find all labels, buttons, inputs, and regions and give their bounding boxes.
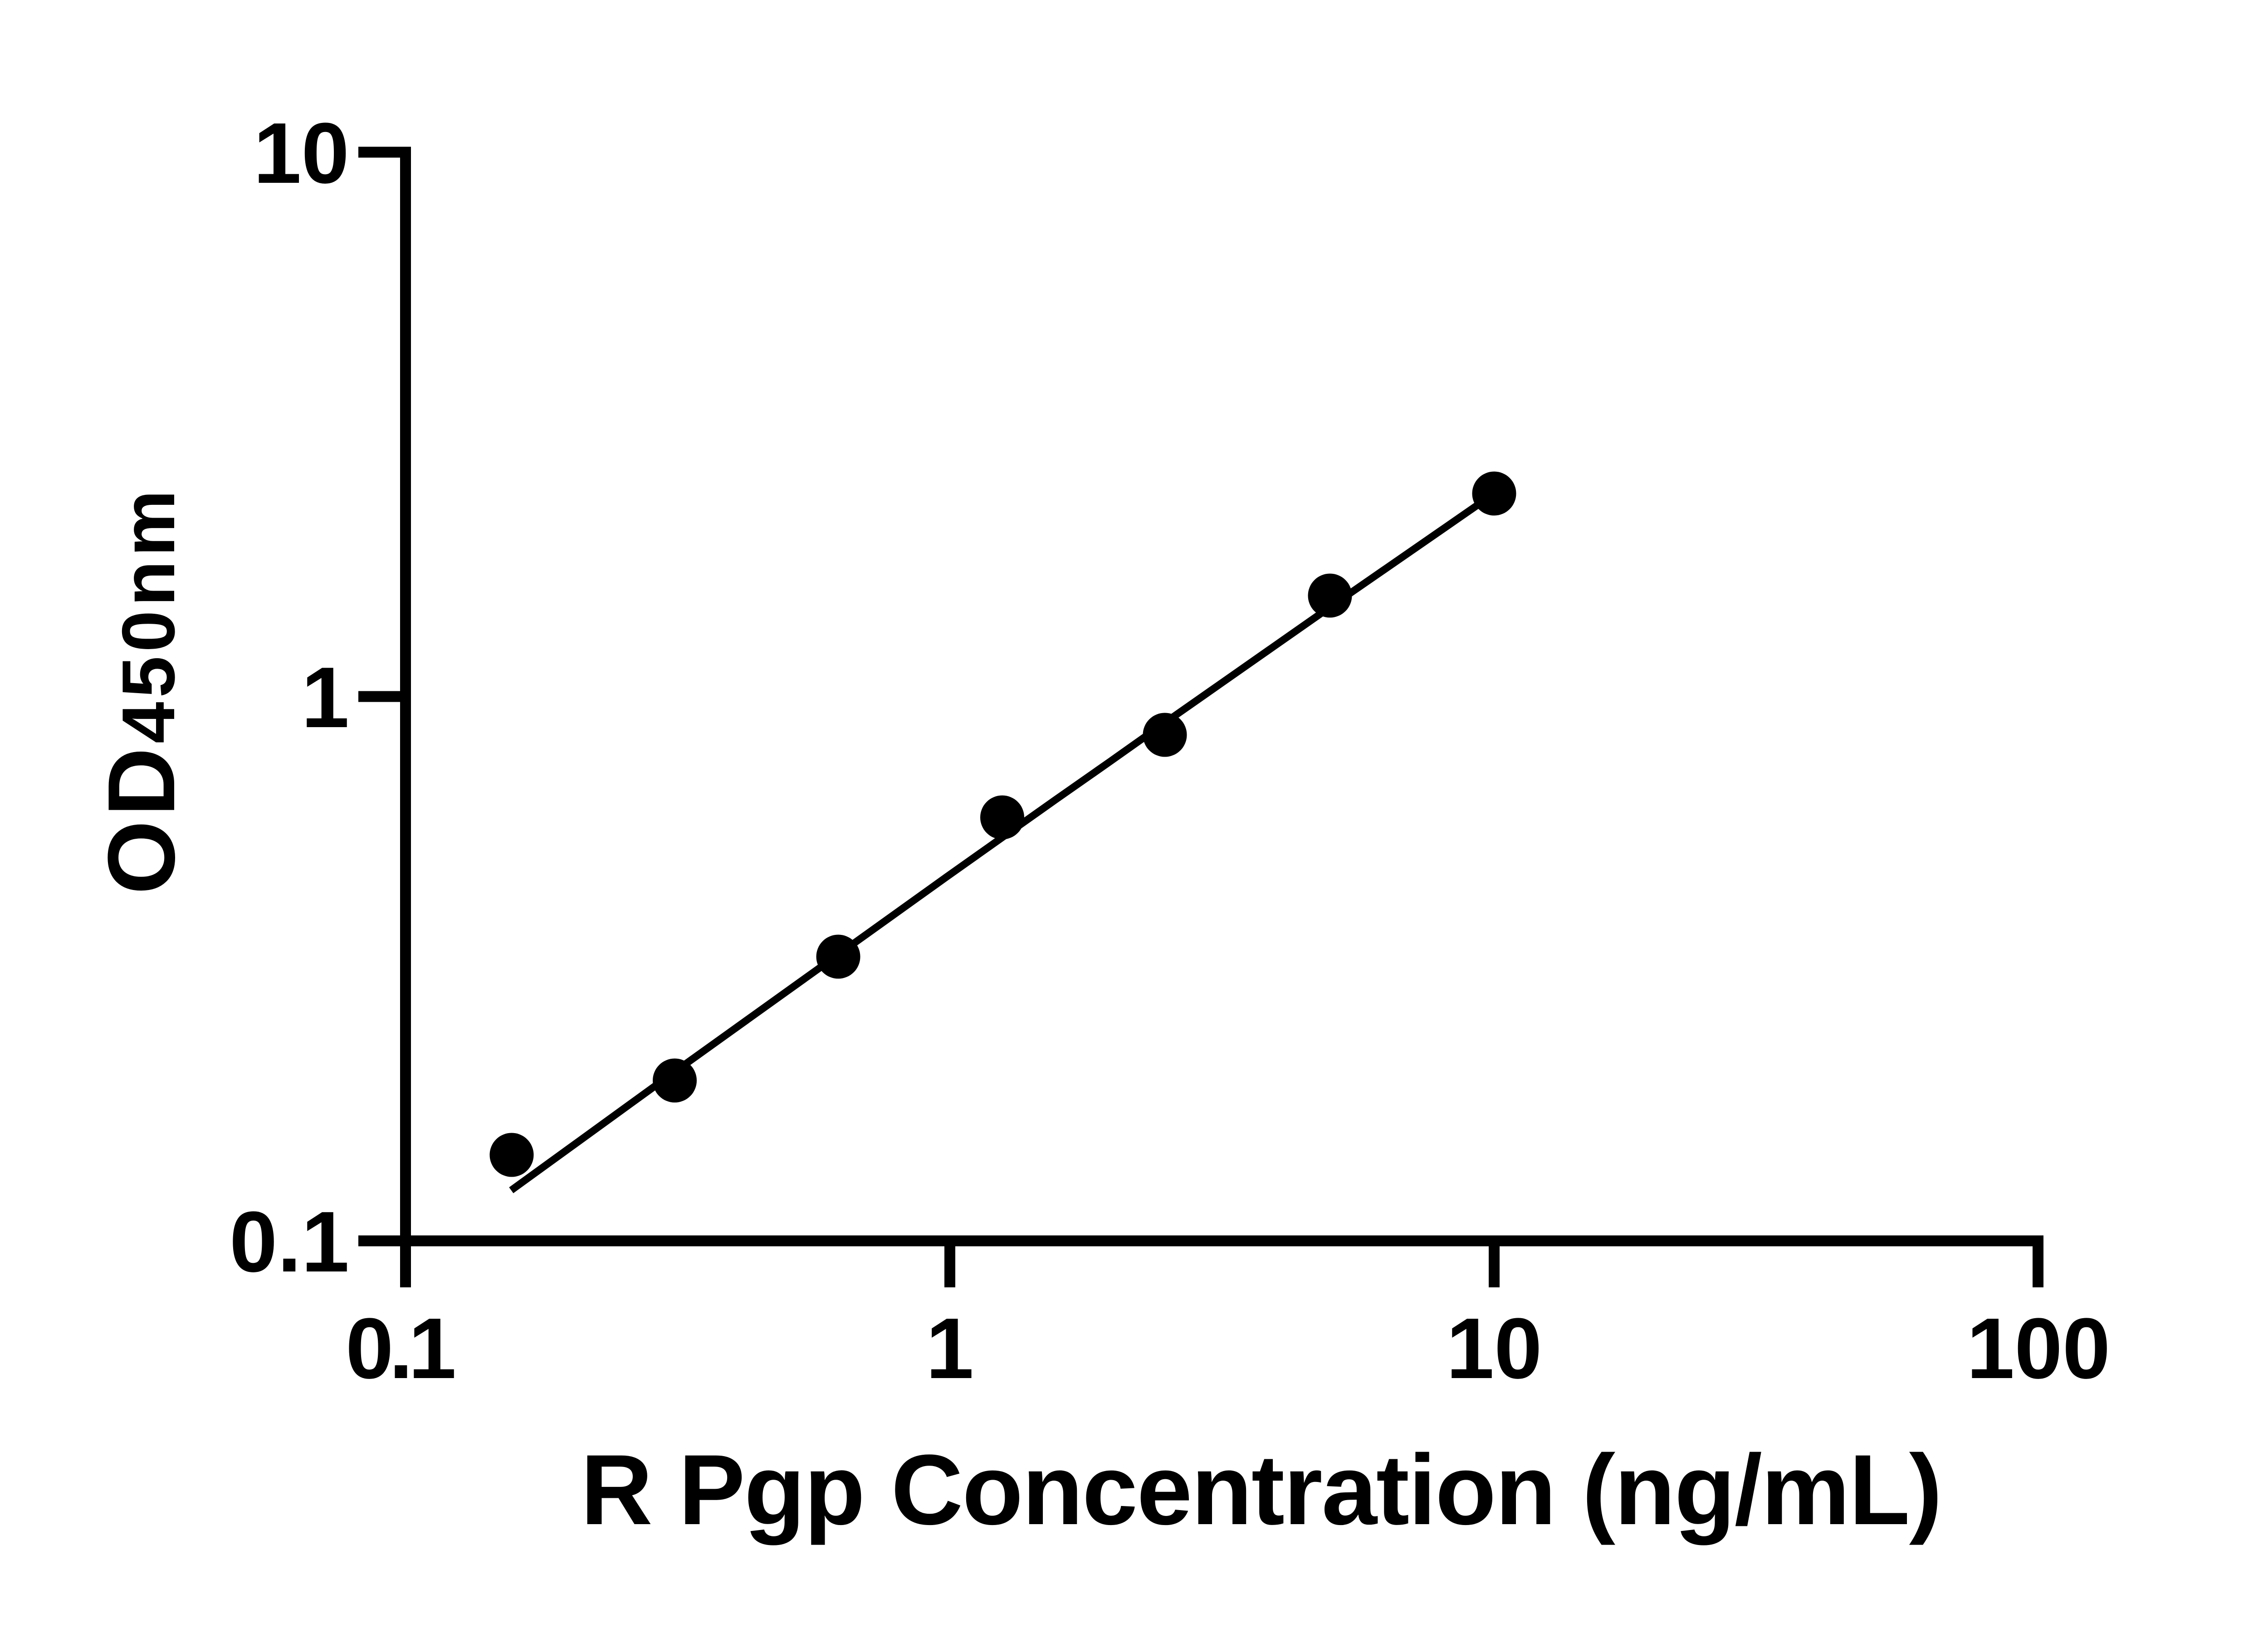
svg-text:OD450nm: OD450nm: [88, 486, 195, 895]
svg-text:0.1: 0.1: [346, 1301, 454, 1397]
svg-text:1: 1: [301, 650, 349, 746]
svg-text:R Pgp Concentration (ng/mL): R Pgp Concentration (ng/mL): [581, 1434, 1942, 1545]
svg-text:100: 100: [1966, 1301, 2110, 1397]
svg-text:0.1: 0.1: [230, 1194, 349, 1290]
svg-text:10: 10: [1446, 1301, 1542, 1397]
svg-text:10: 10: [254, 105, 349, 201]
svg-text:1: 1: [926, 1301, 974, 1397]
